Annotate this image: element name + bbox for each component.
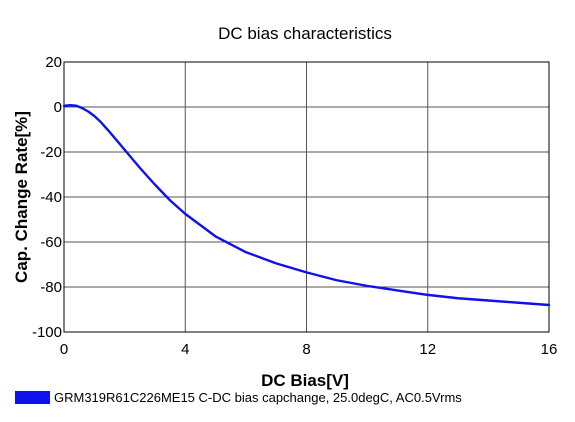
y-tick-label: -40 xyxy=(40,189,62,206)
y-tick-label: -80 xyxy=(40,279,62,296)
y-tick-labels: 20 0 -20 -40 -60 -80 -100 xyxy=(32,54,62,341)
grid xyxy=(64,62,549,332)
legend-label: GRM319R61C226ME15 C-DC bias capchange, 2… xyxy=(54,390,462,405)
y-tick-label: 20 xyxy=(45,54,62,71)
legend-swatch xyxy=(15,391,50,404)
y-tick-label: -60 xyxy=(40,234,62,251)
x-tick-label: 12 xyxy=(419,341,436,358)
x-tick-label: 8 xyxy=(302,341,310,358)
x-axis-title: DC Bias[V] xyxy=(261,371,349,390)
chart-title: DC bias characteristics xyxy=(218,24,392,43)
x-tick-label: 4 xyxy=(181,341,189,358)
x-tick-label: 16 xyxy=(541,341,558,358)
x-tick-labels: 0 4 8 12 16 xyxy=(60,341,558,358)
y-tick-label: -100 xyxy=(32,324,62,341)
plot-border xyxy=(63,61,550,333)
x-tick-label: 0 xyxy=(60,341,68,358)
y-tick-label: 0 xyxy=(54,99,62,116)
series-line xyxy=(62,104,551,307)
y-axis-title: Cap. Change Rate[%] xyxy=(12,111,31,283)
y-tick-label: -20 xyxy=(40,144,62,161)
